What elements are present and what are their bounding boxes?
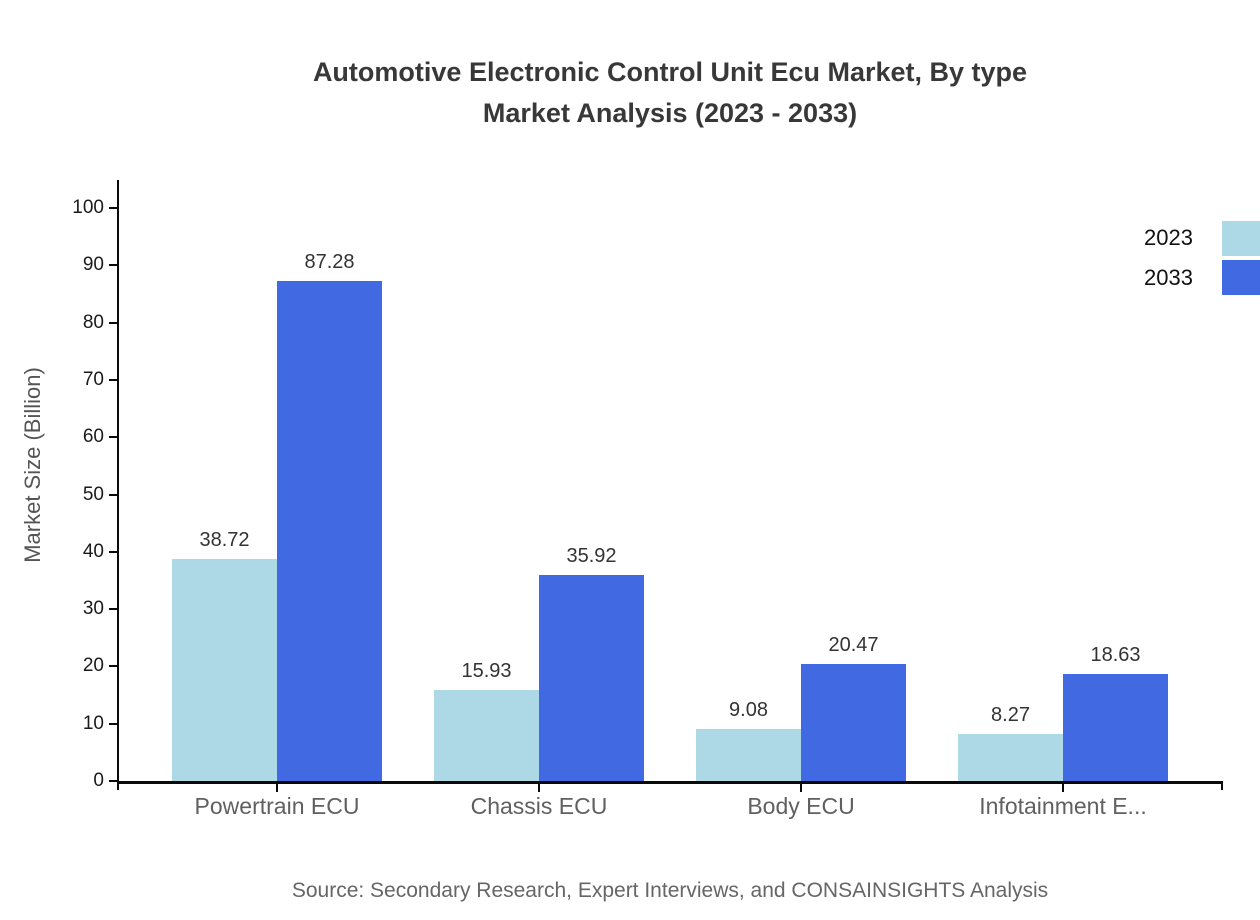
y-tick-mark	[109, 493, 118, 496]
y-tick-label: 30	[82, 598, 104, 620]
bar-2023	[958, 733, 1063, 781]
chart-title: Automotive Electronic Control Unit Ecu M…	[80, 52, 1260, 134]
y-tick-mark	[109, 207, 118, 209]
legend-label-2023: 2023	[1144, 225, 1193, 250]
bar-2023	[696, 728, 801, 781]
legend-swatch-2023	[1222, 221, 1260, 256]
y-tick-label: 70	[82, 368, 104, 390]
legend-swatch-2033	[1222, 260, 1260, 295]
y-tick-mark	[109, 264, 118, 267]
bar-value-label: 35.92	[566, 545, 617, 568]
bar-value-label: 20.47	[828, 633, 879, 656]
x-tick-mark	[276, 783, 278, 792]
bar-2023	[434, 689, 539, 781]
y-tick-mark	[109, 321, 118, 324]
source-note: Source: Secondary Research, Expert Inter…	[291, 879, 1049, 902]
y-tick-label: 80	[82, 311, 104, 333]
bar-2033	[539, 575, 644, 781]
bar-value-label: 9.08	[729, 698, 768, 721]
x-tick-mark	[538, 783, 540, 792]
x-tick-mark	[800, 783, 802, 792]
y-tick-mark	[109, 722, 118, 725]
chart-title-line1: Automotive Electronic Control Unit Ecu M…	[312, 57, 1028, 87]
y-tick-label: 90	[82, 254, 104, 276]
x-axis-end-tick	[117, 781, 119, 790]
y-tick-mark	[109, 665, 118, 668]
x-axis-line	[117, 781, 1223, 784]
bar-value-label: 38.72	[199, 529, 250, 552]
y-tick-label: 40	[82, 540, 104, 562]
x-tick-mark	[1062, 783, 1064, 792]
bar-2033	[801, 663, 906, 781]
bar-value-label: 8.27	[991, 703, 1030, 726]
y-tick-mark	[109, 608, 118, 611]
x-category-label: Powertrain ECU	[194, 793, 360, 819]
y-tick-label: 100	[72, 197, 104, 218]
x-category-label: Infotainment E...	[979, 793, 1147, 819]
bar-2033	[1063, 674, 1168, 781]
bar-value-label: 87.28	[304, 250, 355, 273]
y-tick-label: 50	[82, 483, 104, 505]
bar-2033	[277, 280, 382, 781]
x-category-label: Chassis ECU	[470, 793, 608, 819]
y-tick-mark	[109, 550, 118, 553]
legend-label-2033: 2033	[1144, 265, 1193, 290]
y-tick-mark	[109, 436, 118, 439]
chart-title-line2: Market Analysis (2023 - 2033)	[482, 98, 858, 128]
y-tick-label: 10	[82, 712, 104, 734]
bar-value-label: 15.93	[461, 659, 512, 682]
y-tick-mark	[109, 378, 118, 381]
y-tick-label: 60	[82, 426, 104, 448]
y-tick-label: 20	[82, 655, 104, 677]
bar-value-label: 18.63	[1090, 644, 1141, 667]
x-axis-end-tick	[1221, 781, 1223, 790]
y-tick-mark	[109, 780, 118, 782]
bar-2023	[172, 559, 277, 781]
y-axis-title: Market Size (Billion)	[20, 367, 45, 563]
x-category-label: Body ECU	[747, 793, 855, 819]
y-axis-line	[117, 180, 119, 783]
y-tick-label: 0	[93, 770, 104, 791]
